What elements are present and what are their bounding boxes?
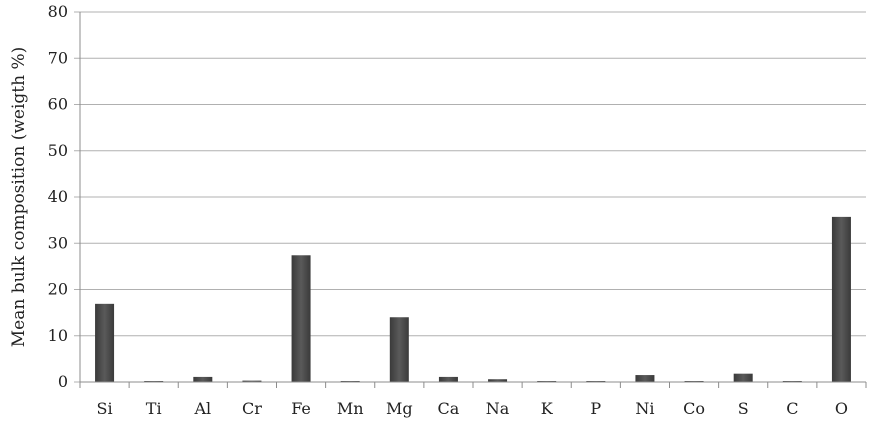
x-tick-label: C — [786, 399, 798, 418]
gridlines — [74, 11, 866, 383]
bar-ni — [635, 375, 655, 382]
x-tick-labels: Si Ti Al Cr Fe Mn Mg Ca Na K P Ni Co S C O — [97, 399, 848, 418]
bars — [95, 216, 851, 382]
y-axis-title: Mean bulk composition (weigth %) — [9, 47, 29, 347]
bar-si — [95, 303, 115, 382]
bar-s — [733, 373, 753, 382]
x-tick-label: K — [541, 399, 554, 418]
bar-mg — [389, 317, 409, 382]
bar-cr — [242, 380, 262, 382]
y-tick-label: 20 — [48, 280, 68, 299]
y-tick-label: 10 — [48, 326, 68, 345]
x-tick-label: P — [590, 399, 601, 418]
x-tick-label: Mg — [386, 399, 413, 418]
x-tick-label: Mn — [337, 399, 364, 418]
y-tick-label: 0 — [58, 372, 68, 391]
x-tick-label: Al — [193, 399, 211, 418]
x-tick-label: Si — [97, 399, 113, 418]
x-tick-label: Fe — [291, 399, 311, 418]
x-tick-label: Ti — [146, 399, 162, 418]
x-tick-label: Ni — [635, 399, 654, 418]
bar-fe — [291, 255, 311, 382]
x-tick-label: O — [835, 399, 848, 418]
y-tick-label: 50 — [48, 141, 68, 160]
y-tick-labels: 0 10 20 30 40 50 60 70 80 — [48, 2, 68, 391]
x-tick-label: Co — [683, 399, 705, 418]
bar-na — [488, 379, 508, 382]
x-tick-label: Na — [486, 399, 510, 418]
bar-ca — [438, 376, 458, 382]
axes — [79, 12, 867, 388]
y-tick-label: 60 — [48, 95, 68, 114]
y-tick-label: 40 — [48, 187, 68, 206]
x-tick-label: Ca — [438, 399, 460, 418]
y-tick-label: 70 — [48, 48, 68, 67]
bar-o — [831, 216, 851, 382]
y-tick-label: 80 — [48, 2, 68, 21]
x-tick-label: Cr — [242, 399, 262, 418]
bar-al — [193, 376, 213, 382]
y-tick-label: 30 — [48, 233, 68, 252]
x-tick-label: S — [738, 399, 749, 418]
